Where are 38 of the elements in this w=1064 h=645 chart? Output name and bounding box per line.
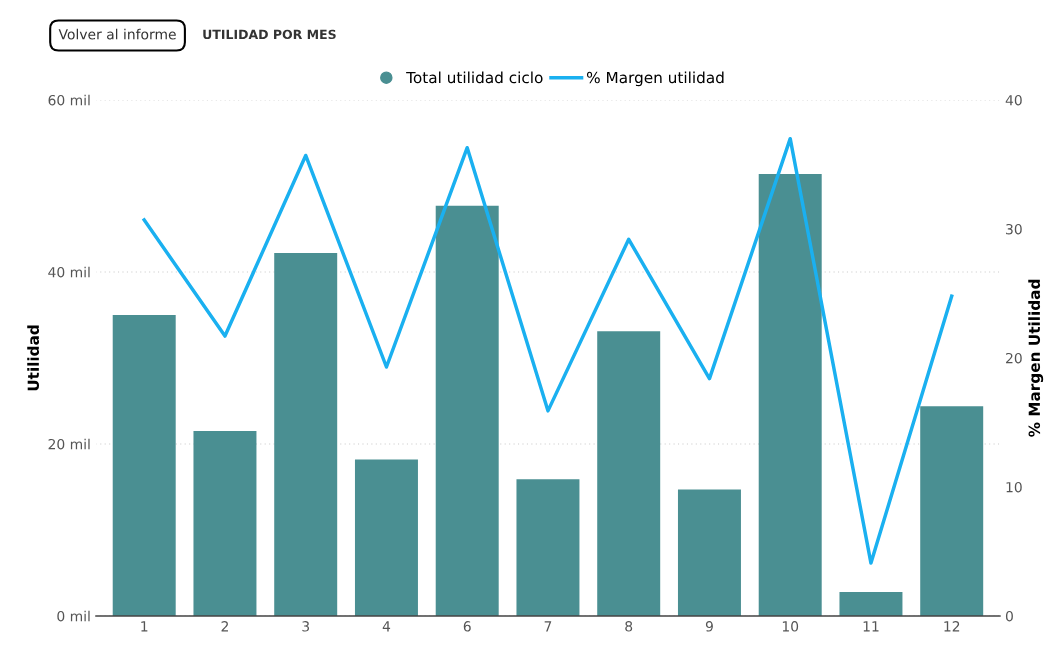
bar [274,253,338,616]
chart-title: UTILIDAD POR MES [203,29,336,40]
x-tick-label: 3 [302,621,310,632]
bar [112,314,176,616]
x-tick-label: 2 [221,621,228,632]
y-axis-title: Utilidad [27,325,40,391]
legend-label: % Margen utilidad [586,71,724,87]
x-tick-label: 1 [141,621,148,632]
bar [677,489,741,616]
bar [597,331,661,616]
text: Volver al informe [58,28,176,40]
bar [839,591,903,616]
bar [354,459,418,616]
x-tick-label: 7 [544,621,552,632]
legend-label: Total utilidad ciclo [406,71,543,84]
line-series [142,136,954,565]
y2-tick-label: 30 [1006,223,1022,235]
y-tick-label: 60 mil [48,94,90,106]
x-tick-label: 8 [625,621,633,632]
bar [758,173,822,616]
x-tick-label: 6 [463,621,471,632]
bar [435,205,499,616]
x-tick-label: 4 [382,621,391,632]
y-tick-label: 40 mil [48,266,90,278]
x-tick-label: 10 [782,621,799,632]
x-tick-label: 12 [944,621,960,632]
y-tick-label: 20 mil [48,438,90,450]
bar [516,479,580,616]
y2-tick-label: 10 [1006,481,1022,493]
bar [193,431,257,616]
x-tick-label: 11 [863,621,879,632]
y2-tick-label: 40 [1005,94,1022,106]
y2-tick-label: 20 [1006,352,1022,364]
y2-axis-title: % Margen Utilidad [1028,279,1044,437]
x-tick-label: 9 [705,621,713,632]
y2-tick-label: 0 [1005,610,1013,622]
bar [920,406,984,616]
y-tick-label: 0 mil [57,610,90,622]
